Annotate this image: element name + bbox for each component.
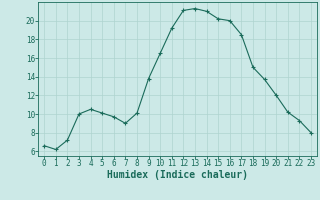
X-axis label: Humidex (Indice chaleur): Humidex (Indice chaleur) <box>107 170 248 180</box>
